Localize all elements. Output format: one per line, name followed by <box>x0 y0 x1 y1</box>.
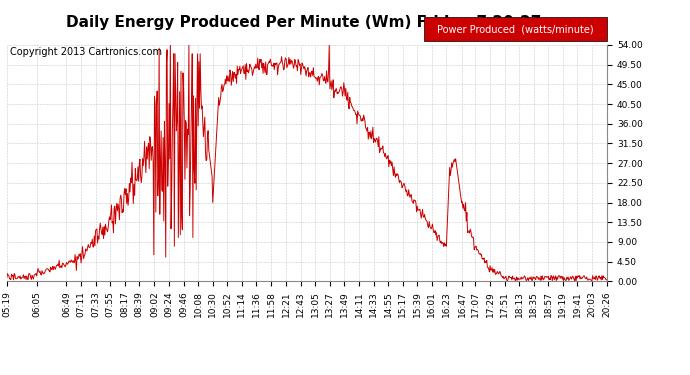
Text: Daily Energy Produced Per Minute (Wm) Fri Jun 7 20:27: Daily Energy Produced Per Minute (Wm) Fr… <box>66 15 541 30</box>
Text: Power Produced  (watts/minute): Power Produced (watts/minute) <box>437 24 594 34</box>
Text: Copyright 2013 Cartronics.com: Copyright 2013 Cartronics.com <box>10 47 162 57</box>
